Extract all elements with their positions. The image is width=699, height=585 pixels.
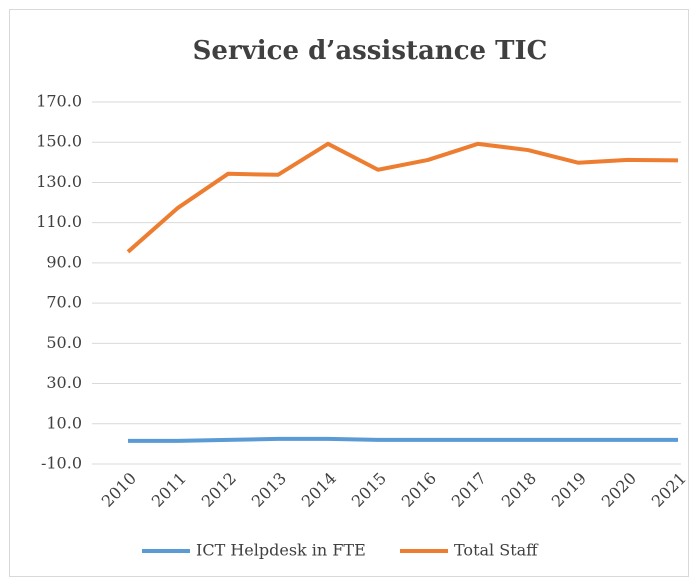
y-tick-label: 110.0 [36,212,82,231]
series-line [128,436,678,443]
chart-border [9,9,689,577]
y-tick-label: 10.0 [46,413,82,432]
y-tick-label: 170.0 [36,92,82,111]
y-tick-label: 70.0 [46,293,82,312]
y-tick-label: 90.0 [46,252,82,271]
y-tick-label: 30.0 [46,373,82,392]
y-tick-label: 150.0 [36,132,82,151]
y-tick-label: 130.0 [36,172,82,191]
legend-label: ICT Helpdesk in FTE [196,541,366,560]
legend-label: Total Staff [454,541,539,560]
chart-title: Service d’assistance TIC [193,36,548,66]
series-line [126,141,679,254]
y-tick-label: 50.0 [46,333,82,352]
y-tick-label: -10.0 [41,454,82,473]
